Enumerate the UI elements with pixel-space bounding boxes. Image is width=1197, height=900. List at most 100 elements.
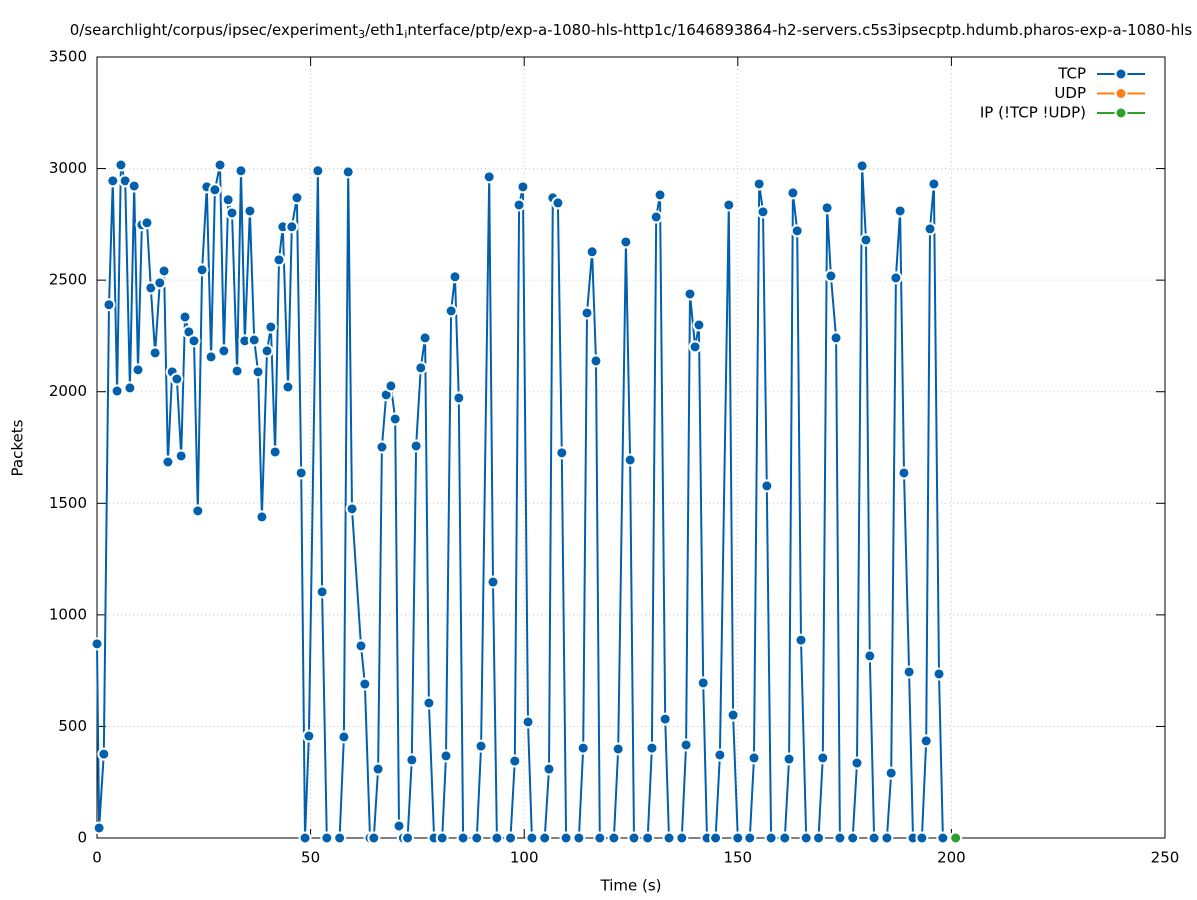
data-point [92,821,106,835]
data-point [315,585,329,599]
data-point [106,174,120,188]
data-point [726,708,740,722]
data-point [516,180,530,194]
data-point [294,466,308,480]
x-tick-label: 0 [92,849,102,867]
data-point [722,198,736,212]
x-tick-label: 100 [510,849,539,867]
data-point [525,831,539,845]
data-point [949,831,963,845]
legend-marker [1114,87,1128,100]
data-point [619,235,633,249]
data-point [148,346,162,360]
data-point [354,639,368,653]
data-point [675,831,689,845]
title-part: 0/searchlight/corpus/ipsec/experiment [70,21,359,39]
data-point [204,350,218,364]
data-point [217,344,231,358]
title-subscript: 3 [358,28,365,41]
data-point [658,712,672,726]
data-point [551,196,565,210]
data-point [855,159,869,173]
x-tick-label: 50 [301,849,320,867]
data-point [333,831,347,845]
title-part: nterface/ptp/exp-a-1080-hls-http1c/16468… [407,21,1192,39]
title-subscript: i [404,28,407,41]
data-point [850,756,864,770]
y-tick-label: 0 [77,829,87,847]
data-point [692,318,706,332]
x-tick-label: 200 [937,849,966,867]
data-point [713,748,727,762]
data-point [358,677,372,691]
data-point [320,831,334,845]
data-point [688,340,702,354]
data-point [867,831,881,845]
data-point [131,363,145,377]
data-point [542,762,556,776]
data-point [435,831,449,845]
data-point [645,741,659,755]
data-point [731,831,745,845]
y-tick-label: 500 [58,717,87,735]
data-point [208,183,222,197]
data-point [756,205,770,219]
data-point [281,380,295,394]
data-point [794,633,808,647]
data-point [555,446,569,460]
y-tick-label: 1000 [49,605,87,623]
y-tick-label: 2000 [49,382,87,400]
data-point [401,831,415,845]
data-point [110,384,124,398]
y-tick-label: 3000 [49,159,87,177]
data-point [341,165,355,179]
data-point [170,372,184,386]
data-point [623,453,637,467]
data-point [345,502,359,516]
data-point [448,270,462,284]
data-point [696,676,710,690]
data-point [593,831,607,845]
data-point [786,186,800,200]
data-point [508,754,522,768]
data-point [653,188,667,202]
data-point [919,734,933,748]
data-point [272,253,286,267]
data-point [90,637,104,651]
data-point [260,344,274,358]
data-point [114,158,128,172]
data-point [157,264,171,278]
data-point [482,170,496,184]
data-point [174,449,188,463]
data-point [889,271,903,285]
data-point [474,739,488,753]
data-point [824,269,838,283]
data-point [799,831,813,845]
y-axis-label: Packets [9,419,27,476]
data-point [893,204,907,218]
data-point [191,504,205,518]
data-point [371,762,385,776]
data-point [760,479,774,493]
data-point [743,831,757,845]
legend-label: UDP [1054,84,1086,102]
data-point [102,298,116,312]
data-point [585,245,599,259]
legend-label: IP (!TCP !UDP) [980,104,1086,122]
data-point [752,177,766,191]
data-point [607,831,621,845]
data-point [195,263,209,277]
x-tick-label: 150 [723,849,752,867]
data-point [764,831,778,845]
data-point [337,730,351,744]
data-point [932,667,946,681]
data-point [627,831,641,845]
data-point [153,276,167,290]
data-point [97,747,111,761]
data-point [225,206,239,220]
data-point [243,204,257,218]
data-point [255,510,269,524]
data-point [414,361,428,375]
series-line [96,164,944,839]
